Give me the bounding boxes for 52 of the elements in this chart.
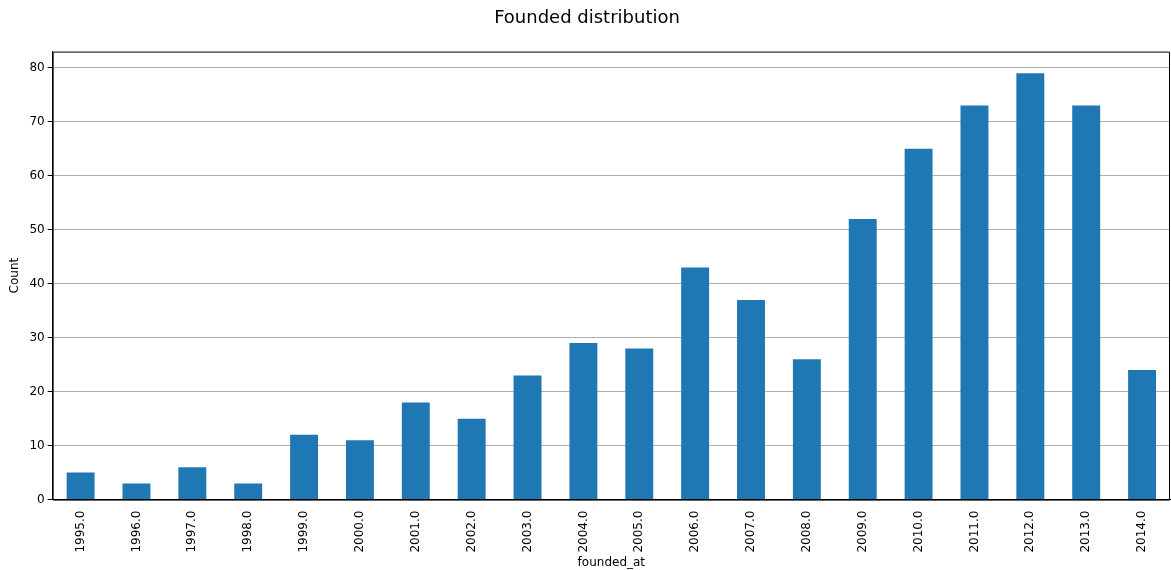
bar xyxy=(1072,105,1101,500)
y-tick-label: 30 xyxy=(29,329,45,344)
y-tick-label: 20 xyxy=(29,383,45,398)
x-axis-title: founded_at xyxy=(577,554,646,569)
bar xyxy=(960,105,989,500)
bar xyxy=(178,467,207,500)
bar xyxy=(848,218,877,500)
bar xyxy=(792,359,821,500)
x-tick-label: 2003.0 xyxy=(519,510,534,553)
y-tick-label: 10 xyxy=(29,437,45,452)
bar xyxy=(1016,73,1045,500)
x-tick-label: 1998.0 xyxy=(240,510,255,553)
x-tick-label: 1999.0 xyxy=(296,510,311,553)
x-tick-label: 2007.0 xyxy=(743,510,758,553)
x-tick-label: 2014.0 xyxy=(1134,510,1149,553)
x-tick-label: 2011.0 xyxy=(966,510,981,553)
y-tick-label: 70 xyxy=(29,113,45,128)
x-tick-label: 2009.0 xyxy=(854,510,869,553)
y-tick-label: 60 xyxy=(29,167,45,182)
y-tick-label: 50 xyxy=(29,221,45,236)
bar xyxy=(234,483,263,500)
x-tick-label: 2004.0 xyxy=(575,510,590,553)
y-axis-title: Count xyxy=(7,257,22,294)
x-tick-label: 2001.0 xyxy=(407,510,422,553)
x-tick-label: 1995.0 xyxy=(72,510,87,553)
x-tick-label: 1997.0 xyxy=(184,510,199,553)
x-tick-label: 2008.0 xyxy=(798,510,813,553)
x-tick-label: 2010.0 xyxy=(910,510,925,553)
x-tick-label: 2006.0 xyxy=(687,510,702,553)
y-tick-label: 40 xyxy=(29,275,45,290)
x-tick-label: 2013.0 xyxy=(1078,510,1093,553)
bar xyxy=(681,267,710,500)
bar xyxy=(290,434,319,500)
chart-title: Founded distribution xyxy=(494,6,680,28)
x-tick-label: 2000.0 xyxy=(352,510,367,553)
y-tick-label: 0 xyxy=(37,491,45,506)
x-tick-label: 2002.0 xyxy=(463,510,478,553)
bar xyxy=(513,375,542,500)
bar xyxy=(457,418,486,500)
bar xyxy=(569,343,598,500)
bar xyxy=(904,148,933,500)
bar xyxy=(737,299,765,500)
x-tick-label: 2005.0 xyxy=(631,510,646,553)
bar xyxy=(122,483,151,500)
bar xyxy=(66,472,95,500)
bar xyxy=(401,402,430,500)
x-tick-label: 2012.0 xyxy=(1022,510,1037,553)
bar xyxy=(345,440,374,500)
y-tick-label: 80 xyxy=(29,59,45,74)
x-tick-label: 1996.0 xyxy=(128,510,143,553)
bar xyxy=(625,348,654,500)
bar xyxy=(1128,370,1157,500)
